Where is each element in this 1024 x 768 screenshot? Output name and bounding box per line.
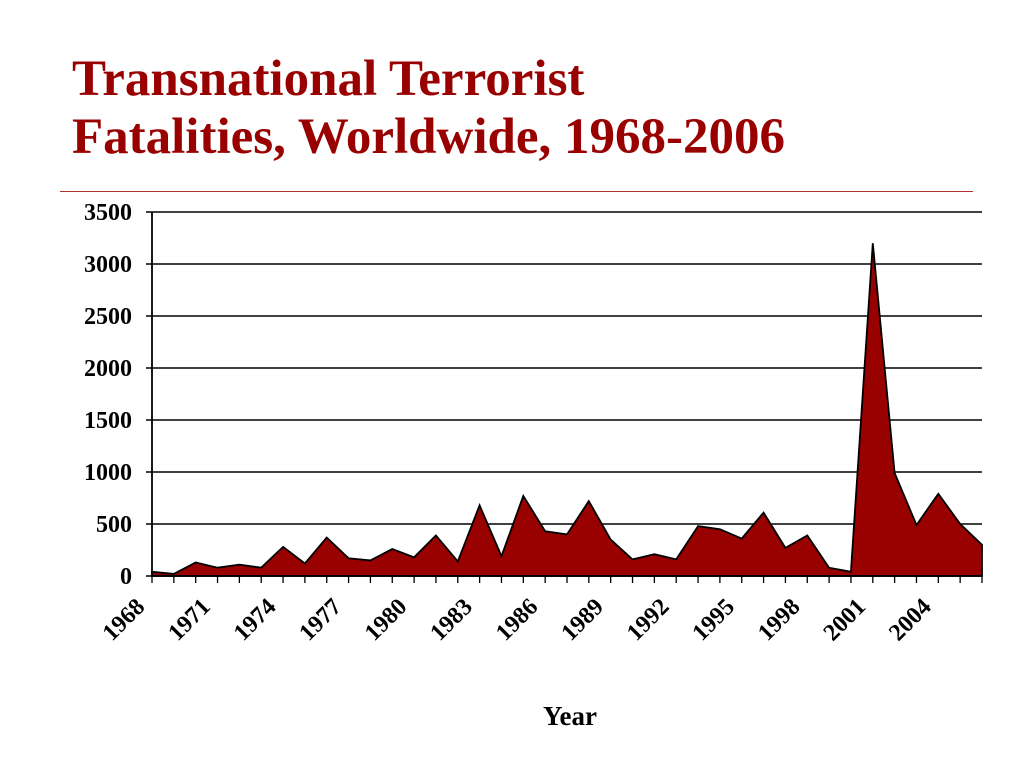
x-tick-label-1977: 1977 [294,594,346,646]
x-tick-label-1974: 1974 [229,594,281,646]
x-tick-label-2004: 2004 [884,594,936,646]
x-tick-label-1995: 1995 [688,594,740,646]
x-tick-label-1998: 1998 [753,594,805,646]
page-title: Transnational Terrorist Fatalities, Worl… [72,50,972,166]
title-divider [60,191,973,192]
x-axis-label: Year [543,701,597,731]
y-tick-label-2500: 2500 [84,304,132,330]
y-tick-label-2000: 2000 [84,356,132,382]
axes [146,211,983,583]
y-tick-label-1000: 1000 [84,460,132,486]
y-tick-label-1500: 1500 [84,408,132,434]
y-tick-label-3500: 3500 [84,200,132,226]
x-tick-label-1992: 1992 [622,594,674,646]
gridlines [152,211,982,525]
fatalities-area [151,243,983,577]
title-line-1: Transnational Terrorist [72,51,585,107]
x-tick-label-2001: 2001 [819,594,871,646]
series-area [151,243,983,577]
x-tick-label-1989: 1989 [557,594,609,646]
x-tick-label-1986: 1986 [491,594,543,646]
x-tick-label-1983: 1983 [426,594,478,646]
x-tick-label-1980: 1980 [360,594,412,646]
y-tick-label-3000: 3000 [84,252,132,278]
x-tick-label-1971: 1971 [163,594,215,646]
x-tick-label-1968: 1968 [98,594,150,646]
y-tick-labels: 0 500 1000 1500 2000 2500 3000 3500 [84,200,132,590]
title-line-2: Fatalities, Worldwide, 1968-2006 [72,109,786,165]
y-tick-label-500: 500 [96,512,132,538]
y-tick-label-0: 0 [120,564,132,590]
x-tick-labels: 1968 1971 1974 1977 1980 1983 1986 1989 1992 1995… [98,594,937,646]
